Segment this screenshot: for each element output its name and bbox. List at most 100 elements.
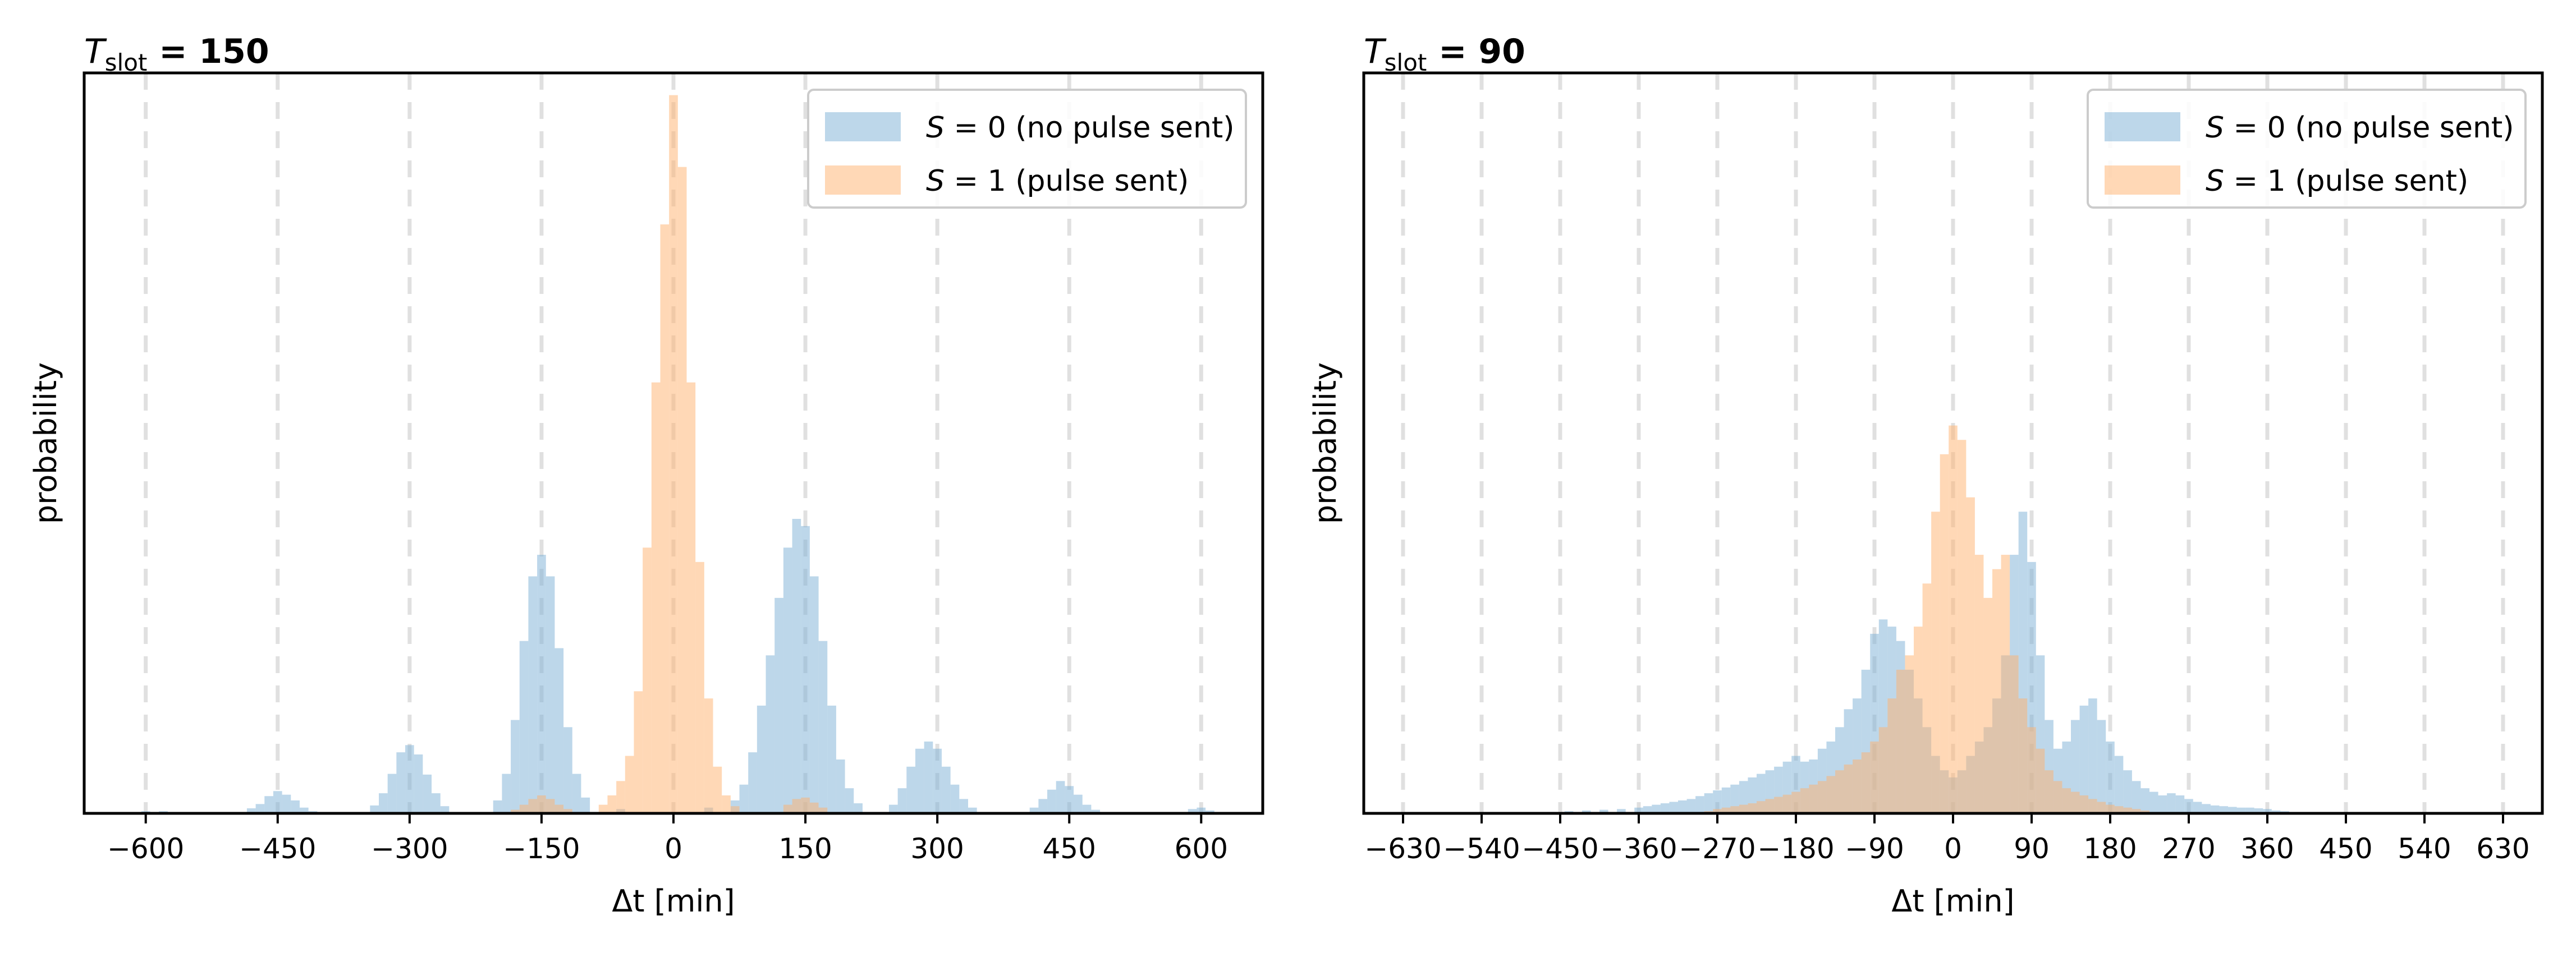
histogram-bar: [528, 799, 538, 813]
histogram-bar: [2184, 799, 2193, 813]
legend-box: [807, 89, 1247, 209]
histogram-bar: [2158, 795, 2167, 813]
histogram-bar: [537, 555, 546, 813]
histogram-bar: [1617, 809, 1626, 813]
histogram-bar: [766, 655, 775, 813]
x-tick-label: 360: [2240, 832, 2294, 865]
histogram-bar: [783, 804, 792, 813]
histogram-bar: [2175, 795, 2185, 813]
histogram-bar: [2132, 781, 2141, 813]
histogram-bar: [546, 576, 555, 813]
histogram-bar: [677, 167, 687, 813]
histogram-bar: [572, 774, 581, 813]
histogram-bar: [1082, 804, 1092, 813]
histogram-bar: [405, 745, 414, 813]
histogram-bar: [2236, 807, 2246, 813]
histogram-bar: [1748, 803, 1757, 813]
histogram-bar: [950, 784, 960, 813]
histogram-bar: [1861, 752, 1871, 813]
histogram-bar: [774, 597, 783, 813]
histogram-bar: [2106, 741, 2115, 813]
histogram-bar: [1800, 788, 1809, 813]
chart-panel-2: −630 −540 −450 −360 −270 −180 −90 0 90 180 270 360 4…: [1308, 32, 2544, 919]
histogram-bar: [387, 774, 397, 813]
histogram-bar: [2132, 809, 2141, 813]
histogram-bar: [1713, 790, 1722, 813]
x-tick-label: −450: [1521, 832, 1598, 865]
chart-title: Tslot = 150: [84, 32, 269, 76]
series-s1: [1704, 425, 2149, 813]
histogram-bar: [959, 799, 968, 813]
legend-box: [2087, 89, 2527, 209]
x-tick-label: −180: [1757, 832, 1834, 865]
histogram-bar: [511, 809, 520, 813]
x-tick-label: 630: [2476, 832, 2529, 865]
histogram-bar: [1757, 801, 1766, 813]
histogram-bar: [2210, 805, 2220, 813]
histogram-bar: [801, 526, 810, 813]
histogram-bar: [730, 806, 740, 813]
x-tick-label: 150: [778, 832, 832, 865]
histogram-bar: [1652, 804, 1661, 813]
histogram-bar: [528, 576, 538, 813]
histogram-bar: [291, 800, 300, 813]
histogram-bar: [854, 803, 863, 813]
histogram-bar: [1065, 786, 1074, 813]
histogram-bar: [1739, 804, 1748, 813]
histogram-bar: [2045, 770, 2054, 813]
legend: S = 0 (no pulse sent) S = 1 (pulse sent): [2087, 89, 2527, 209]
x-tick-label: 270: [2162, 832, 2215, 865]
histogram-bar: [818, 807, 828, 813]
y-axis-label: probability: [28, 362, 63, 524]
histogram-bar: [2088, 799, 2097, 813]
histogram-bar: [2254, 808, 2263, 813]
histogram-bar: [1188, 809, 1197, 813]
legend-swatch: [825, 165, 901, 195]
histogram-bar: [2245, 807, 2254, 813]
histogram-bar: [651, 382, 661, 813]
histogram-bar: [2114, 756, 2124, 813]
histogram-bar: [273, 791, 282, 813]
chart-panel-1: −600 −450 −300 −150 0 150 300 450 600 Δt [min] pro…: [28, 32, 1264, 919]
histogram-bar: [660, 224, 670, 813]
histogram-bar: [669, 95, 678, 814]
histogram-bar: [906, 766, 915, 813]
histogram-bar: [941, 766, 951, 813]
x-tick-label: −270: [1679, 832, 1755, 865]
histogram-bar: [2079, 705, 2089, 813]
histogram-bar: [1983, 597, 1992, 813]
chart-title: Tslot = 90: [1364, 32, 1525, 76]
histogram-bar: [1091, 809, 1101, 813]
legend-label: S = 1 (pulse sent): [2206, 164, 2468, 198]
histogram-bar: [1721, 807, 1731, 813]
histogram-bar: [1817, 781, 1827, 813]
histogram-bar: [1704, 793, 1713, 813]
histogram-bar: [2088, 698, 2097, 813]
histogram-bar: [827, 705, 836, 813]
histogram-bar: [2071, 720, 2080, 813]
histogram-bar: [1643, 806, 1652, 813]
histogram-bar: [2167, 793, 2176, 813]
histogram-bar: [519, 641, 529, 813]
histogram-bar: [1669, 802, 1678, 813]
series-s1: [511, 95, 828, 814]
legend-swatch: [2105, 112, 2180, 141]
series-s0: [141, 519, 1214, 813]
histogram-bar: [1721, 787, 1731, 813]
histogram-bar: [554, 804, 564, 813]
histogram-bar: [1074, 794, 1083, 813]
histogram-bar: [1660, 803, 1670, 813]
histogram-bar: [2219, 806, 2228, 813]
x-tick-label: −300: [371, 832, 448, 865]
histogram-bar: [581, 797, 590, 813]
histogram-bar: [396, 752, 406, 813]
histogram-bar: [2062, 788, 2071, 813]
histogram-bar: [2193, 802, 2202, 813]
histogram-bar: [607, 795, 617, 813]
histogram-bar: [282, 794, 291, 813]
x-tick-label: 300: [910, 832, 964, 865]
histogram-bar: [1887, 698, 1896, 813]
histogram-bar: [1197, 807, 1206, 813]
histogram-bar: [1878, 727, 1888, 813]
